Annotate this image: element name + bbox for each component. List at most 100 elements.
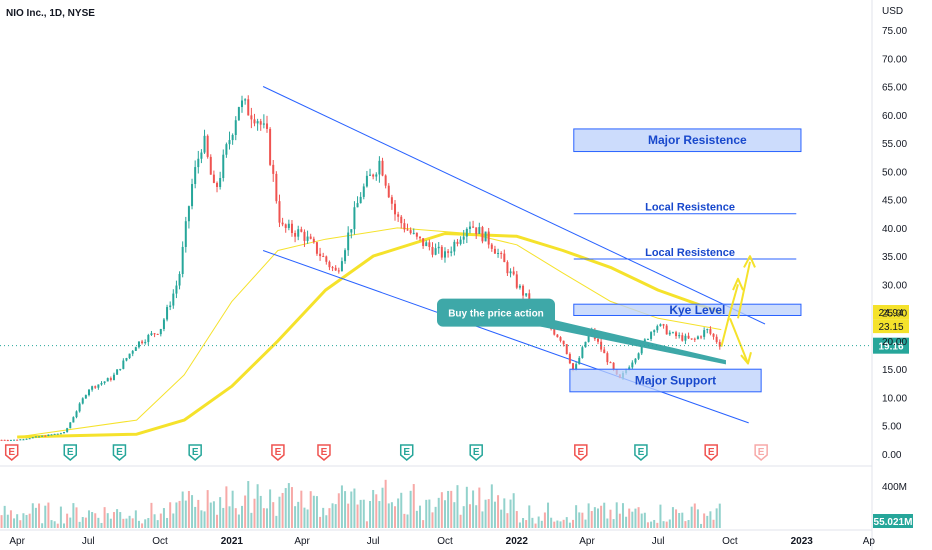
volume-bar (503, 498, 506, 528)
earnings-marker-label: E (758, 447, 765, 458)
candle-body (9, 439, 12, 441)
volume-bar (97, 517, 100, 528)
earnings-event-icon[interactable]: E (469, 444, 483, 461)
candle-body (394, 203, 397, 215)
volume-bar (584, 519, 587, 528)
earnings-event-icon[interactable]: E (271, 444, 285, 461)
volume-bar (256, 484, 259, 528)
channel-lower-line (262, 250, 749, 424)
moving-averages (17, 227, 722, 439)
earnings-event-icon[interactable]: E (399, 444, 414, 461)
candle-body (116, 369, 119, 375)
time-axis[interactable]: Apr Jul Oct 2021 Apr Jul Oct 2022 Apr Jul Oct 2023 A… (9, 536, 875, 547)
earnings-event-icon[interactable]: E (188, 444, 202, 461)
candle-body (462, 236, 465, 240)
earnings-marker-label: E (638, 447, 645, 458)
channel-upper-line (262, 86, 766, 325)
y-tick-label: 65.00 (882, 83, 907, 94)
volume-bar (278, 496, 281, 528)
volume-bar (422, 520, 425, 528)
volume-bar (596, 508, 599, 528)
candle-body (650, 332, 653, 339)
earnings-event-icon[interactable]: E (754, 444, 768, 461)
volume-bar (331, 503, 334, 528)
callout-box (437, 298, 555, 327)
volume-bar (681, 512, 684, 528)
candle-body (297, 229, 300, 237)
volume-bar (337, 493, 340, 528)
candle-body (712, 333, 715, 337)
candle-body (696, 336, 699, 340)
volume-bar (353, 488, 356, 528)
volume-bar (200, 510, 203, 528)
volume-bar (319, 516, 322, 528)
candle-body (387, 185, 390, 198)
candle-body (91, 386, 94, 390)
volume-bar (600, 505, 603, 528)
candle-body (662, 324, 665, 326)
candle-body (668, 332, 671, 335)
volume-bar (106, 513, 109, 528)
volume-bar (228, 506, 231, 528)
earnings-marker-shape (4, 444, 19, 461)
candle-body (562, 340, 565, 345)
candle-body (443, 251, 446, 258)
earnings-marker-shape (399, 444, 414, 461)
volume-bar (150, 502, 153, 528)
ma-value-badge (873, 305, 909, 320)
volume-bar (84, 517, 87, 528)
candle-body (162, 319, 165, 329)
current-price-badge (873, 337, 909, 354)
volume-bar (312, 495, 315, 528)
volume-bar (456, 485, 459, 528)
y-tick-label: 20.00 (882, 337, 907, 348)
candle-body (678, 335, 681, 337)
candle-body (509, 271, 512, 274)
candle-body (16, 439, 19, 441)
volume-bar (671, 507, 674, 528)
earnings-event-icon[interactable]: E (704, 444, 718, 461)
candle-body (487, 231, 490, 245)
ma-slow-line (17, 232, 722, 439)
candle-body (700, 336, 703, 338)
candle-body (453, 241, 456, 252)
candle-body (578, 357, 581, 365)
earnings-event-icon[interactable]: E (317, 444, 331, 461)
price-axis[interactable]: 75.00 70.00 65.00 60.00 55.00 50.00 45.00 40.00… (882, 26, 907, 461)
candle-body (353, 207, 356, 230)
candle-body (397, 214, 400, 217)
volume-bar (468, 504, 471, 528)
candle-body (447, 251, 450, 253)
earnings-event-icon[interactable]: E (4, 444, 19, 461)
volume-bar (328, 508, 331, 528)
candle-body (53, 433, 56, 435)
symbol-title: NIO Inc., 1D, NYSE (6, 8, 95, 19)
volume-bar (387, 503, 390, 528)
earnings-event-icon[interactable]: E (63, 444, 78, 461)
earnings-event-icon[interactable]: E (634, 444, 648, 461)
volume-bar (581, 512, 584, 528)
volume-bar (340, 485, 343, 528)
volume-bar (684, 521, 687, 528)
volume-bar (369, 500, 372, 528)
scenario-arrowhead-up-2 (743, 255, 756, 268)
volume-bar (300, 490, 303, 528)
volume-bar (631, 511, 634, 528)
candle-body (269, 128, 272, 165)
volume-bar (447, 490, 450, 528)
zone-label: Major Support (635, 374, 716, 388)
earnings-event-icon[interactable]: E (574, 444, 588, 461)
candle-body (359, 196, 362, 204)
earnings-event-icon[interactable]: E (112, 444, 127, 461)
volume-bar (41, 523, 44, 528)
volume-bar (484, 499, 487, 528)
candle-body (375, 174, 378, 177)
volume-bar (443, 500, 446, 528)
candle-body (87, 389, 90, 396)
x-tick-label: Jul (82, 536, 95, 547)
candle-body (106, 378, 109, 382)
volume-bar (191, 495, 194, 528)
candle-body (287, 223, 290, 228)
